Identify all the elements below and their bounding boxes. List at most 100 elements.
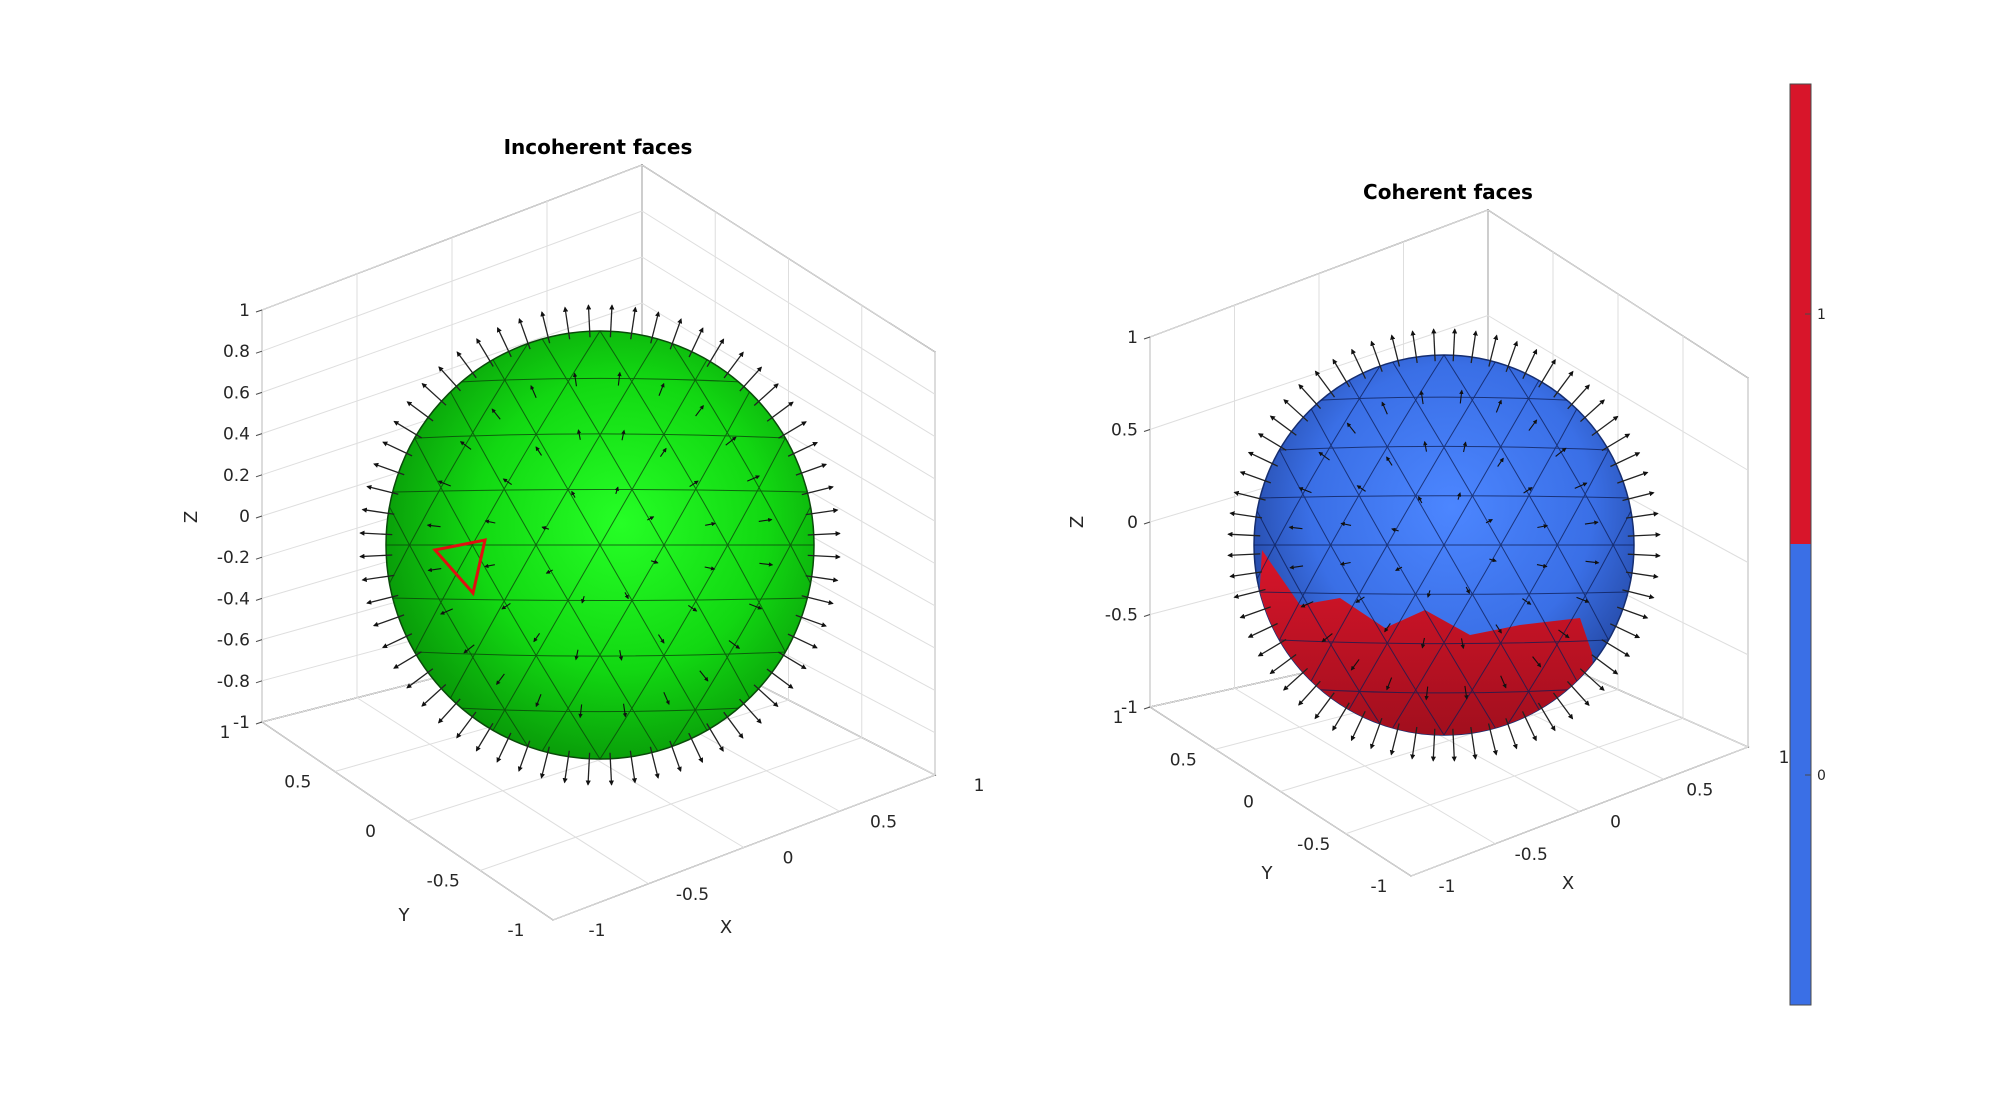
plot2-normal-arrow: [1346, 422, 1356, 434]
p1-x-tick-label: 1: [974, 776, 985, 796]
plot2-normal-arrow: [1451, 328, 1458, 362]
plot1-normal-arrow: [440, 608, 453, 615]
plot2-ylabel: Y: [1261, 863, 1274, 884]
plot2-normal-arrow: [1431, 328, 1437, 362]
plot2-normal-arrow: [1617, 471, 1649, 484]
plot2-normal-arrow: [1584, 520, 1599, 525]
plot1-normal-arrow: [540, 311, 551, 344]
plot2-normal-arrow: [1233, 490, 1266, 501]
plot1-normal-arrow: [572, 372, 578, 387]
plot1-normal-arrow: [541, 526, 550, 531]
plot2-normal-arrow: [1229, 571, 1263, 579]
plot1-normal-arrow: [759, 562, 774, 567]
plot2-normal-arrow: [1419, 390, 1424, 405]
plot1-normal-arrow: [535, 446, 542, 456]
p2-z-tick-label: -0.5: [1105, 606, 1138, 626]
plot2-normal-arrow: [1239, 471, 1272, 484]
plot2-normal-arrow: [1470, 330, 1478, 364]
plot2-normal-arrow: [1505, 718, 1518, 750]
plot1-normal-arrow: [787, 633, 818, 649]
plot2-title: Coherent faces: [1363, 180, 1533, 204]
plot1-normal-arrow: [609, 304, 615, 338]
plot2-normal-arrow: [1298, 487, 1312, 494]
plot1-normal-arrow: [502, 478, 512, 486]
plot1-normal-arrow: [706, 338, 725, 368]
p1-y-tick-label: 0.5: [284, 773, 311, 793]
plot1-normal-arrow: [501, 603, 511, 610]
plot1-normal-arrow: [581, 595, 586, 604]
plot2-normal-arrow: [1391, 527, 1399, 533]
plot1-normal-arrow: [801, 595, 834, 606]
p2-z-tick-label: 0: [1127, 513, 1138, 533]
plot1-normal-arrow: [688, 732, 704, 763]
plot1-normal-arrow: [795, 463, 828, 476]
plot2-normal-arrow: [1579, 668, 1605, 691]
plot1-normal-arrow: [688, 604, 698, 612]
plot1-normal-arrow: [533, 633, 541, 643]
plot1-normal-arrow: [758, 517, 773, 523]
p1-x-tick-label: 0.5: [870, 812, 897, 832]
plot2-xlabel: X: [1562, 873, 1574, 894]
plot1-normal-arrow: [629, 750, 637, 784]
plot1-normal-arrow: [530, 385, 537, 398]
plot1-normal-arrow: [359, 530, 393, 536]
plot1-normal-arrow: [574, 649, 579, 661]
plot1-normal-arrow: [795, 614, 827, 628]
plot-coherent-faces: Coherent faces -1-0.500.51-1-0.500.51-1-…: [1067, 180, 1790, 897]
p1-y-tick-label: -1: [508, 921, 525, 941]
plot2-normal-arrow: [1610, 452, 1641, 468]
plot1-normal-arrow: [725, 436, 737, 446]
plot2-normal-arrow: [1381, 401, 1388, 415]
plot1-normal-arrow: [749, 603, 763, 610]
plot2-normal-arrow: [1488, 334, 1499, 367]
plot2-normal-arrow: [1451, 728, 1457, 762]
p2-y-tick-label: -0.5: [1297, 835, 1330, 855]
plot1-normal-arrow: [805, 508, 839, 516]
plot2-normal-arrow: [1229, 511, 1263, 519]
plot2-zlabel: Z: [1067, 516, 1088, 528]
p1-z-tick-label: 0.2: [223, 466, 250, 486]
plot1-normal-arrow: [777, 651, 807, 670]
plot2-normal-arrow: [1390, 334, 1401, 367]
plot2-normal-arrow: [1566, 681, 1590, 706]
plot2-normal-arrow: [1389, 723, 1400, 756]
plot1-normal-arrow: [406, 401, 434, 422]
plot1-normal-arrow: [366, 594, 399, 605]
plot1-normal-arrow: [801, 485, 834, 496]
plot1-normal-arrow: [608, 752, 614, 786]
plot1-normal-arrow: [647, 516, 655, 521]
p1-z-tick-label: 0.4: [223, 425, 250, 445]
plot1-normal-arrow: [475, 722, 494, 752]
plot2-normal-arrow: [1227, 552, 1261, 558]
plot2-normal-arrow: [1552, 692, 1574, 720]
plot2-normal-arrow: [1585, 560, 1600, 565]
plot1-normal-arrow: [382, 441, 413, 457]
plot2-normal-arrow: [1355, 596, 1365, 603]
plot2-normal-arrow: [1289, 565, 1304, 570]
plot2-normal-arrow: [1257, 638, 1287, 657]
plot1-normal-arrow: [539, 746, 550, 779]
colorbar-segment-1: [1790, 84, 1811, 544]
plot1-normal-arrow: [571, 490, 576, 498]
plot2-normal-arrow: [1532, 656, 1542, 668]
plot1-normal-arrow: [650, 311, 661, 344]
plot1-normal-arrow: [617, 371, 622, 386]
plot2-normal-arrow: [1558, 629, 1570, 639]
plot1-normal-arrow: [382, 633, 413, 649]
plot2-normal-arrow: [1609, 623, 1641, 639]
plot1-normal-arrow: [517, 740, 531, 772]
plot2-normal-arrow: [1574, 482, 1588, 489]
plot1-normal-arrow: [630, 306, 638, 340]
plot1-normal-arrow: [747, 475, 760, 482]
plot2-normal-arrow: [1418, 496, 1423, 504]
plot2-normal-arrow: [1555, 447, 1567, 457]
p1-z-tick-label: -1: [233, 713, 250, 733]
plot2-normal-arrow: [1495, 624, 1502, 634]
plot1-normal-arrows: [359, 304, 841, 786]
plot1-normal-arrow: [805, 575, 839, 583]
plot2-ticks: -1-0.500.51-1-0.500.51-1-0.500.51: [1105, 328, 1790, 897]
plot1-normal-arrow: [421, 684, 447, 707]
plot1-normal-arrow: [753, 383, 779, 406]
plot2-normal-arrow: [1318, 451, 1330, 461]
